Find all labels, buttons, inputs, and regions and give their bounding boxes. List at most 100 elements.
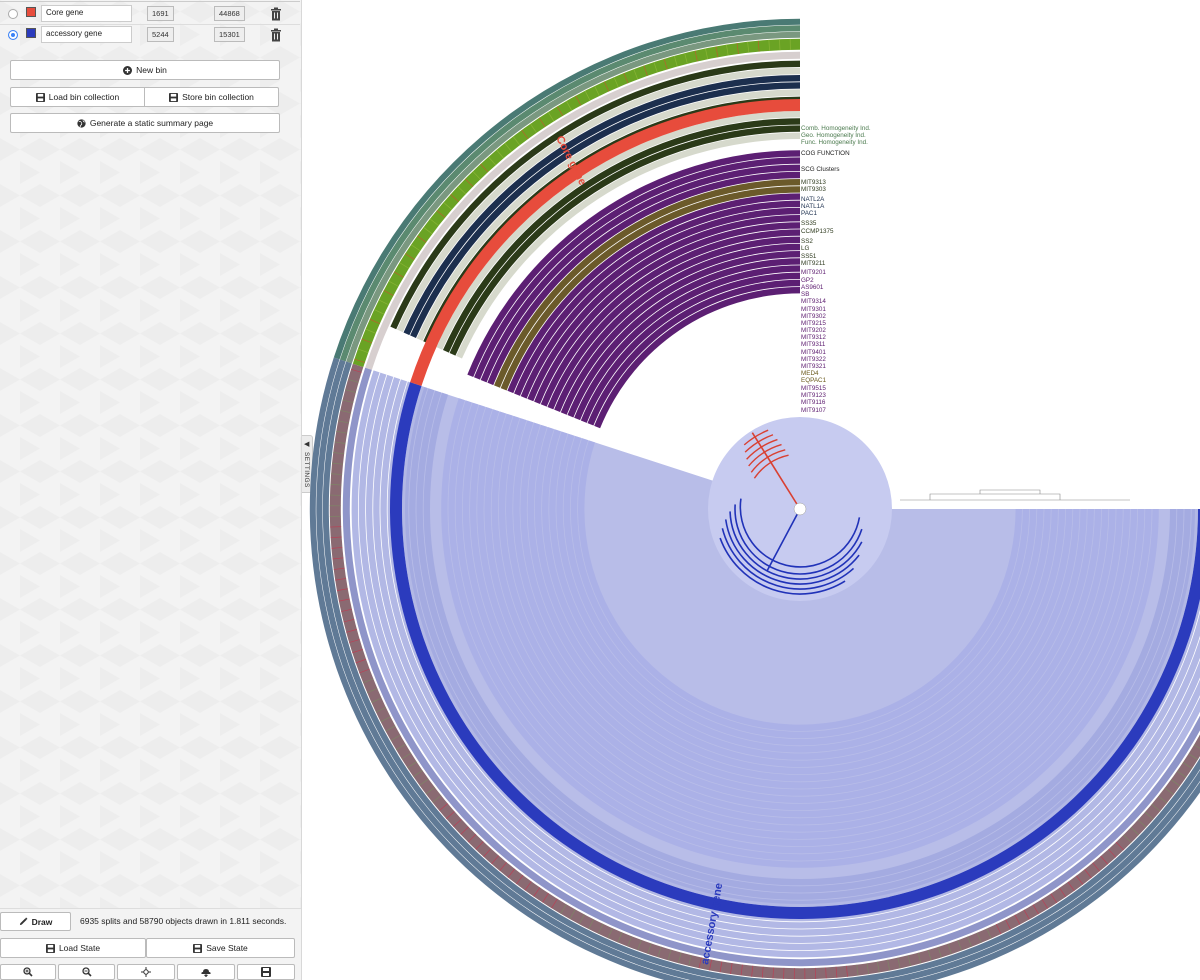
bin-arcs[interactable] [390, 99, 1200, 919]
cog-stripe [846, 965, 848, 977]
cog-stripe [334, 441, 346, 444]
cog-stripe [768, 39, 770, 51]
store-bin-collection-button[interactable]: Store bin collection [144, 87, 279, 107]
layer-name-label: MIT9301 [801, 306, 826, 313]
core-branch [751, 432, 801, 510]
accessory-branch [724, 519, 860, 585]
bins-table-top [0, 0, 300, 2]
load-state-button[interactable]: Load State [0, 938, 146, 958]
cog-stripe [340, 410, 352, 414]
cog-stripe [1188, 753, 1199, 760]
cog-stripe [657, 946, 662, 958]
bin-row-accessory[interactable]: accessory gene 5244 15301 [0, 25, 300, 45]
dendrogram [708, 417, 1130, 601]
bin-color-swatch[interactable] [26, 28, 36, 38]
cog-stripe [747, 41, 750, 53]
clade-ring [442, 118, 800, 353]
layer-name-label: COG FUNCTION [801, 150, 850, 157]
cog-stripe [627, 936, 633, 947]
bin-length-count: 15301 [214, 27, 245, 42]
cog-stripe [986, 928, 992, 939]
draw-button[interactable]: Draw [0, 912, 71, 931]
core-gene-bin-arc[interactable] [410, 99, 800, 387]
cog-stripe [1100, 855, 1109, 865]
cog-stripe [332, 557, 344, 560]
layer-name-label: MIT9313 [801, 179, 826, 186]
cog-stripe [338, 420, 349, 424]
save-state-button[interactable]: Save State [146, 938, 295, 958]
settings-tab-label: SETTINGS [303, 452, 310, 488]
save-icon [193, 943, 203, 953]
trash-icon[interactable] [270, 28, 282, 42]
cog-stripe [530, 123, 537, 134]
cog-stripe [588, 919, 594, 930]
cog-stripe [464, 178, 474, 187]
layer-name-label: MIT9322 [801, 356, 826, 363]
cog-stripe [556, 106, 564, 116]
layer-name-label: EQPAC1 [801, 377, 827, 384]
core-genome-ring [567, 258, 800, 418]
bin-row-core[interactable]: Core gene 1691 44868 [0, 4, 300, 24]
layer-name-label: SS35 [801, 220, 817, 227]
cog-stripe [613, 77, 619, 88]
clade-ring [396, 67, 800, 333]
bin-select-radio[interactable] [8, 9, 18, 19]
layer-order-dendrogram [900, 489, 1130, 501]
core-branch [753, 454, 789, 479]
draw-label: Draw [31, 916, 53, 927]
cog-stripe [533, 887, 541, 897]
cog-stripe [480, 163, 489, 173]
cog-stripe [603, 81, 610, 92]
cog-stripe [560, 904, 567, 914]
core-genome-ring [480, 164, 800, 383]
cog-stripe [1130, 827, 1140, 836]
layer-name-label: Comb. Homogeneity Ind. [801, 125, 871, 132]
cog-stripe [365, 328, 376, 334]
layer-name-label: AS9601 [801, 284, 824, 291]
layer-name-label: GP2 [801, 277, 814, 284]
cog-stripe [347, 379, 359, 383]
cog-stripe [937, 946, 942, 958]
cog-stripe [504, 142, 512, 152]
cog-stripe [538, 117, 546, 128]
layer-name-label: LG [801, 245, 810, 252]
clade-ring [403, 75, 800, 336]
cog-stripe [1092, 862, 1100, 872]
layer-name-label: CCMP1375 [801, 228, 834, 235]
cog-stripe [359, 668, 370, 674]
accessory-branch [729, 511, 863, 580]
layer-name-label: Func. Homogeneity Ind. [801, 139, 868, 146]
new-bin-button[interactable]: New bin [10, 60, 280, 80]
cog-stripe [1144, 811, 1154, 820]
trash-icon[interactable] [270, 7, 282, 21]
bin-name-input[interactable]: accessory gene [41, 26, 132, 43]
cog-stripe [399, 262, 410, 269]
cog-stripe [637, 939, 642, 951]
cog-stripe [1005, 919, 1011, 930]
cog-stripe [429, 218, 439, 226]
cog-stripe [1067, 881, 1075, 892]
new-bin-label: New bin [136, 65, 167, 75]
layer-name-label: MIT9515 [801, 385, 826, 392]
cog-stripe [751, 965, 754, 977]
generate-summary-button[interactable]: Generate a static summary page [10, 113, 280, 133]
cog-stripe [405, 253, 415, 260]
cog-stripe [597, 923, 604, 934]
cog-stripe [1164, 787, 1174, 795]
cog-stripe [423, 227, 433, 235]
cog-stripe [1014, 914, 1021, 925]
cog-stripe [338, 598, 350, 602]
load-icon [35, 92, 45, 102]
bin-color-swatch[interactable] [26, 7, 36, 17]
bin-select-radio[interactable] [8, 30, 18, 40]
download-icon [201, 969, 211, 977]
save-state-label: Save State [206, 943, 248, 953]
cog-stripe [483, 848, 492, 858]
cog-stripe [866, 963, 870, 975]
cog-stripe [457, 186, 467, 195]
bin-name-input[interactable]: Core gene [41, 5, 132, 22]
cog-stripe [1151, 803, 1161, 812]
cog-stripe [569, 909, 576, 920]
cog-stripe [551, 898, 558, 909]
